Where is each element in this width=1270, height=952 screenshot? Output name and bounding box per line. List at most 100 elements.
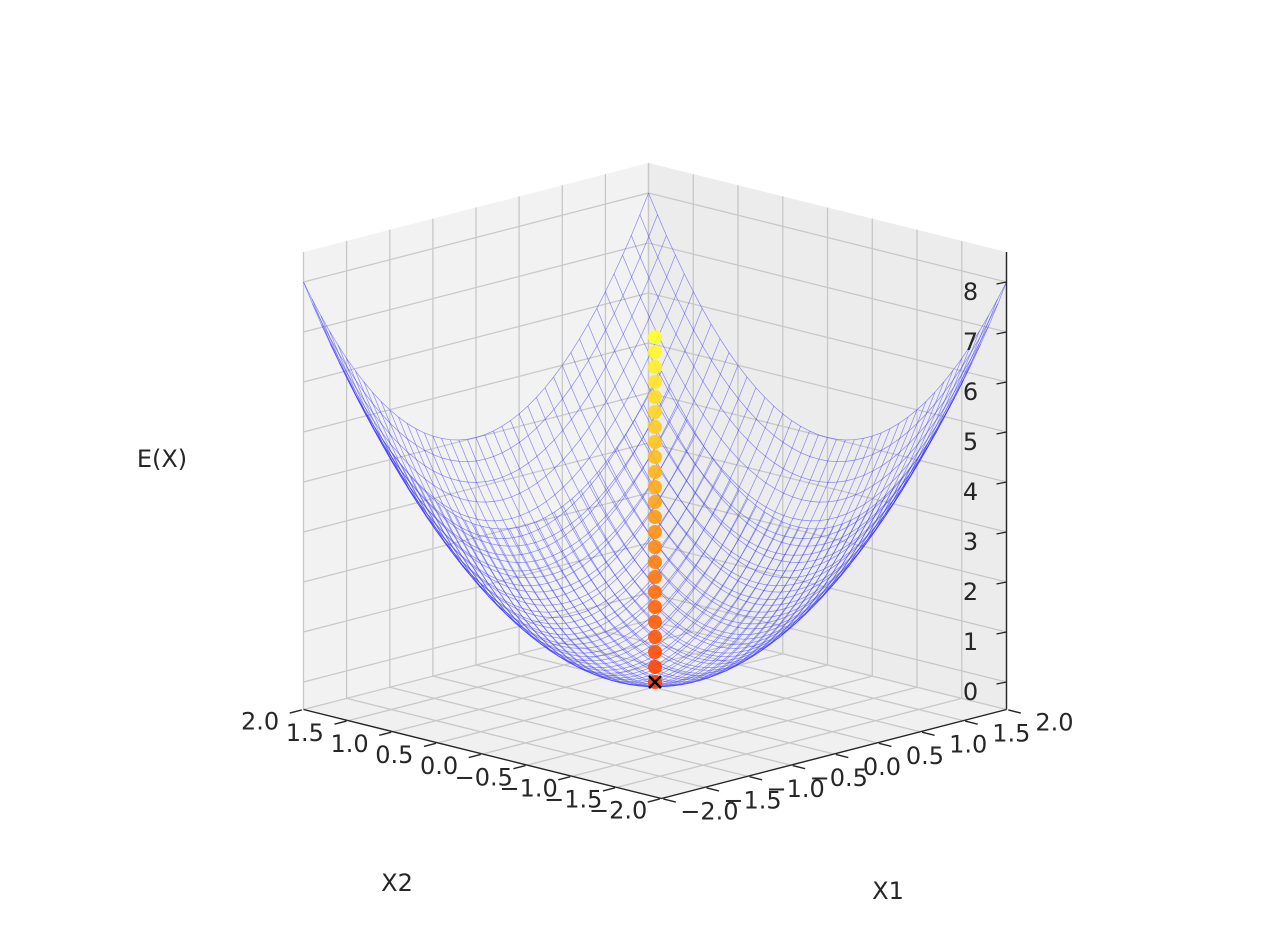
wireframe-line xyxy=(518,413,878,662)
x1-tick-label: 2.0 xyxy=(241,708,279,736)
x1-tick xyxy=(379,731,392,736)
wall-gridline xyxy=(303,442,649,533)
x1-tick-label: 1.0 xyxy=(331,730,369,758)
wall-gridline xyxy=(303,492,649,583)
descent-point xyxy=(648,450,662,464)
wireframe-line xyxy=(570,352,930,600)
wall-gridline xyxy=(648,342,1007,433)
wireframe-line xyxy=(374,338,721,587)
x2-tick xyxy=(792,764,806,770)
wireframe-line xyxy=(596,308,956,556)
descent-point xyxy=(648,465,662,479)
wireframe-line xyxy=(630,235,990,483)
descent-point xyxy=(648,480,662,494)
descent-point xyxy=(648,345,662,359)
e-axis-label: E(X) xyxy=(137,445,187,473)
x1-tick xyxy=(468,753,481,759)
x1-tick-label: −0.5 xyxy=(455,763,513,791)
x1-tick-label: −1.0 xyxy=(499,775,557,803)
descent-point xyxy=(648,615,662,629)
x2-tick-label: −2.0 xyxy=(680,797,738,825)
x1-tick xyxy=(423,742,437,748)
wireframe-line xyxy=(510,420,869,668)
wireframe-line xyxy=(428,405,775,654)
wireframe-line xyxy=(321,235,667,483)
e-tick-label: 8 xyxy=(963,278,978,306)
wireframe-line xyxy=(639,214,999,463)
descent-point xyxy=(648,435,662,449)
wireframe-line xyxy=(484,434,843,683)
chart-labels: −2.0−1.5−1.0−0.50.00.51.01.52.0−2.0−1.5−… xyxy=(241,278,1073,825)
descent-path xyxy=(648,330,662,689)
wireframe-line xyxy=(622,255,981,503)
chart-axes xyxy=(289,252,1021,803)
descent-point xyxy=(648,525,662,539)
descent-point xyxy=(648,360,662,374)
descent-point xyxy=(648,540,662,554)
e-tick-label: 3 xyxy=(963,528,978,556)
descent-point xyxy=(648,570,662,584)
x1-tick-label: −1.5 xyxy=(544,786,602,814)
wireframe-line xyxy=(455,426,801,674)
wireframe-line xyxy=(401,376,748,625)
wireframe-line xyxy=(579,338,938,587)
e-tick xyxy=(996,581,1007,585)
wireframe-line xyxy=(553,376,912,625)
x2-tick-label: 1.0 xyxy=(949,731,987,759)
x2-tick-label: 1.5 xyxy=(992,720,1030,748)
wall-gridline xyxy=(303,292,649,383)
x1-axis-line xyxy=(303,708,662,800)
wall-gridline xyxy=(648,292,1007,383)
wireframe-line xyxy=(587,323,947,572)
e-tick-label: 6 xyxy=(963,378,978,406)
descent-point xyxy=(648,645,662,659)
x2-tick-label: −0.5 xyxy=(810,764,868,792)
e-tick-label: 5 xyxy=(963,428,978,456)
wall-gridline xyxy=(303,342,649,433)
e-tick-label: 2 xyxy=(963,578,978,606)
wall-gridline xyxy=(648,192,1007,283)
x2-tick-label: 0.5 xyxy=(906,742,944,770)
wall-gridline xyxy=(303,242,649,333)
e-tick xyxy=(996,631,1007,635)
wireframe-line xyxy=(527,405,887,654)
descent-point xyxy=(648,330,662,344)
wireframe-line xyxy=(338,273,685,522)
e-tick xyxy=(996,681,1007,685)
descent-point xyxy=(648,510,662,524)
e-tick-label: 4 xyxy=(963,478,978,506)
wall-gridline xyxy=(648,592,1007,683)
e-tick xyxy=(996,431,1007,435)
descent-point xyxy=(648,585,662,599)
wireframe-line xyxy=(536,397,895,645)
wireframe-line xyxy=(437,413,784,662)
wireframe-line xyxy=(501,426,861,674)
x1-tick-label: 1.5 xyxy=(286,719,324,747)
x2-axis-line xyxy=(661,708,1007,800)
x2-tick-label: 2.0 xyxy=(1035,708,1073,736)
x2-tick xyxy=(706,787,720,792)
wireframe-line xyxy=(330,255,676,503)
floor-gridline xyxy=(348,630,694,722)
x1-tick-label: 0.0 xyxy=(420,752,458,780)
e-tick xyxy=(996,481,1007,485)
x2-tick xyxy=(1008,709,1021,714)
wireframe-line xyxy=(365,323,712,572)
descent-point xyxy=(648,405,662,419)
wireframe-line xyxy=(561,365,921,613)
x2-tick xyxy=(921,731,935,736)
wireframe-line xyxy=(492,430,852,679)
x2-tick xyxy=(964,720,978,725)
e-tick-label: 0 xyxy=(963,678,978,706)
x2-tick xyxy=(878,742,892,748)
x1-tick-label: −2.0 xyxy=(589,797,647,825)
e-tick-label: 7 xyxy=(963,328,978,356)
wireframe-line xyxy=(392,365,739,613)
x1-tick xyxy=(602,787,616,792)
x1-tick xyxy=(558,776,571,781)
x1-axis-label: X1 xyxy=(872,877,904,905)
wall-gridline xyxy=(648,442,1007,533)
wireframe-line xyxy=(613,273,973,522)
descent-point xyxy=(648,660,662,674)
